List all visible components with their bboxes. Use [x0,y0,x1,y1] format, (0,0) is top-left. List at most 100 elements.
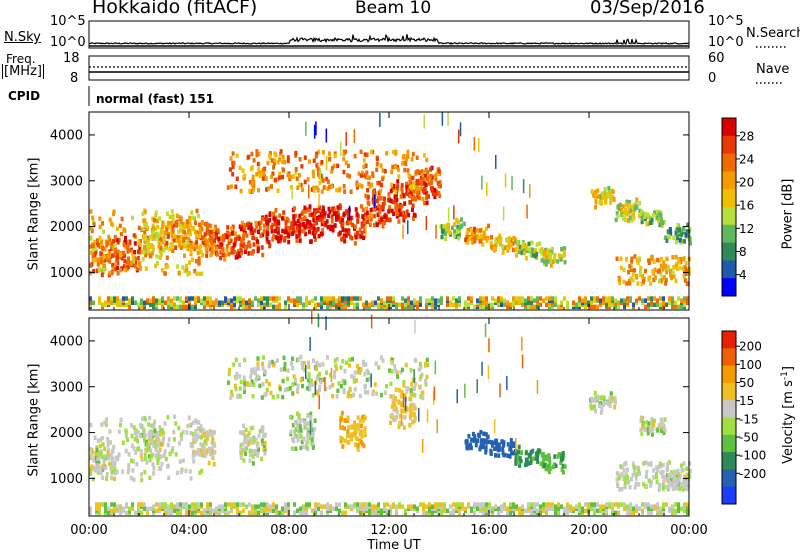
data-cell [139,242,143,248]
data-cell [177,229,180,234]
data-cell [656,502,659,507]
data-cell [258,383,262,389]
data-cell [402,154,406,159]
data-cell [207,223,211,228]
data-cell [143,300,146,305]
data-cell [413,369,415,384]
data-cell [216,228,220,233]
data-cell [104,422,108,427]
data-cell [634,204,638,209]
data-cell [247,251,251,256]
cpid-value: normal (fast) 151 [96,92,214,106]
data-cell [345,228,349,233]
data-cell [414,381,418,387]
data-cell [229,395,233,400]
data-cell [191,443,194,449]
data-cell [261,361,265,367]
data-cell [165,240,169,246]
data-cell [530,296,533,301]
data-cell [379,163,383,168]
data-cell [143,456,147,462]
data-cell [376,180,380,186]
data-cell [641,502,644,507]
data-cell [179,245,183,250]
data-cell [93,435,97,440]
data-cell [479,296,482,301]
data-cell [200,468,204,474]
data-cell [426,408,429,423]
data-cell [245,446,248,451]
data-cell [656,257,660,263]
data-cell [409,409,413,415]
data-cell [649,281,653,286]
data-cell [455,298,458,303]
data-cell [129,247,133,253]
data-cell [221,300,224,305]
data-cell [256,366,260,371]
data-cell [685,466,689,471]
data-cell [124,267,128,273]
data-cell [641,424,645,430]
data-cell [314,381,317,396]
data-cell [321,208,325,214]
data-cell [466,445,470,451]
data-cell [476,235,480,241]
data-cell [156,218,159,224]
data-cell [423,169,427,175]
data-cell [529,253,533,258]
data-cell [618,202,622,208]
data-cell [227,240,231,245]
data-cell [402,393,405,408]
data-cell [639,272,643,277]
data-cell [381,204,385,210]
data-cell [173,414,177,419]
data-cell [404,396,407,411]
freq-tick-top: 18 [63,51,80,66]
data-cell [408,413,412,419]
data-cell [152,443,156,448]
data-cell [680,468,684,473]
data-cell [249,222,253,228]
y-tick-label: 1000 [50,472,83,487]
data-cell [174,421,178,426]
data-cell [553,252,557,258]
data-cell [506,248,510,253]
data-cell [684,261,688,266]
data-cell [143,506,146,511]
data-cell [181,458,185,463]
data-cell [132,259,135,264]
data-cell [649,220,652,225]
data-cell [632,202,636,208]
colorbar-segment [722,452,736,470]
data-cell [642,481,646,487]
data-cell [653,267,657,273]
data-cell [151,250,155,256]
data-cell [196,433,200,438]
data-cell [303,215,307,220]
data-cell [165,264,169,269]
data-cell [397,219,401,224]
data-cell [551,259,555,265]
data-cell [143,239,147,244]
data-cell [347,229,351,235]
data-cell [416,304,419,310]
y-tick-label: 4000 [50,334,83,349]
data-cell [473,502,476,507]
data-cell [342,169,346,175]
data-cell [421,189,425,194]
data-cell [365,170,369,175]
data-cell [670,479,674,484]
nsky-tick-bottom: 10^0 [50,35,86,50]
data-cell [306,377,310,383]
data-cell [185,224,188,229]
data-cell [494,298,497,303]
data-cell [146,225,150,231]
data-cell [494,438,498,444]
data-cell [318,193,320,208]
data-cell [100,272,104,278]
data-cell [116,296,119,301]
data-cell [198,427,202,433]
data-cell [647,461,650,467]
data-cell [255,149,259,154]
data-cell [251,461,255,466]
